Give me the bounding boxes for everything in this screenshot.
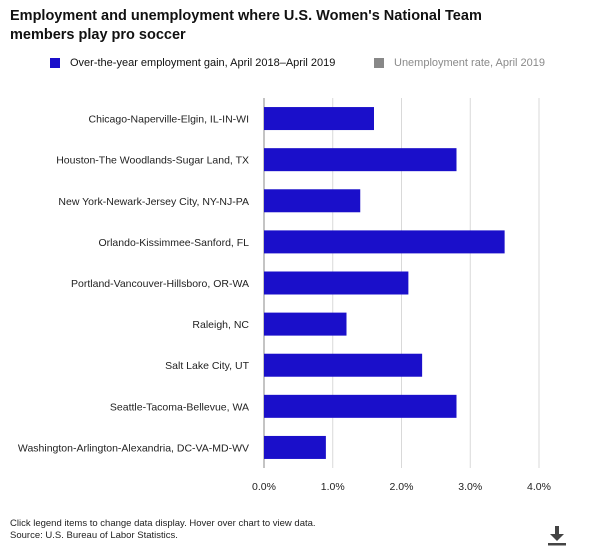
legend-swatch-employment-gain — [50, 58, 60, 68]
category-label: Houston-The Woodlands-Sugar Land, TX — [56, 155, 249, 167]
x-tick-label: 0.0% — [252, 481, 276, 493]
bar[interactable] — [264, 271, 409, 295]
bar[interactable] — [264, 435, 326, 459]
bar[interactable] — [264, 312, 347, 336]
x-tick-label: 4.0% — [527, 481, 551, 493]
category-label: Orlando-Kissimmee-Sanford, FL — [98, 237, 249, 249]
chart-title: Employment and unemployment where U.S. W… — [10, 7, 530, 45]
bar[interactable] — [264, 148, 457, 172]
chart-title-line-1: Employment and unemployment where U.S. W… — [10, 8, 482, 24]
footnote: Click legend items to change data displa… — [10, 518, 316, 542]
bar[interactable] — [264, 189, 361, 213]
category-label: Salt Lake City, UT — [165, 360, 249, 372]
download-icon — [548, 526, 566, 546]
chart-title-line-2: members play pro soccer — [10, 27, 186, 43]
footnote-source: Source: U.S. Bureau of Labor Statistics. — [10, 530, 178, 541]
bar-chart[interactable]: 0.0% 1.0% 2.0% 3.0% 4.0% Chicago-Naperville-E… — [0, 90, 590, 500]
legend-swatch-unemployment-rate — [374, 58, 384, 68]
category-label: Seattle-Tacoma-Bellevue, WA — [110, 401, 249, 413]
bar[interactable] — [264, 107, 374, 131]
legend-label-unemployment-rate: Unemployment rate, April 2019 — [394, 57, 546, 69]
x-tick-label: 2.0% — [390, 481, 414, 493]
bar[interactable] — [264, 230, 505, 254]
category-label: Washington-Arlington-Alexandria, DC-VA-M… — [18, 442, 249, 454]
legend-item-unemployment-rate[interactable]: Unemployment rate, April 2019 — [374, 57, 545, 69]
bar[interactable] — [264, 353, 423, 377]
legend: Over-the-year employment gain, April 201… — [0, 57, 590, 71]
category-label: New York-Newark-Jersey City, NY-NJ-PA — [58, 196, 249, 208]
category-label: Raleigh, NC — [192, 319, 249, 331]
category-label: Chicago-Naperville-Elgin, IL-IN-WI — [89, 114, 249, 126]
x-tick-label: 1.0% — [321, 481, 345, 493]
bar[interactable] — [264, 394, 457, 418]
legend-label-employment-gain: Over-the-year employment gain, April 201… — [70, 57, 336, 69]
legend-item-employment-gain[interactable]: Over-the-year employment gain, April 201… — [50, 57, 335, 69]
footnote-instructions: Click legend items to change data displa… — [10, 518, 316, 529]
category-label: Portland-Vancouver-Hillsboro, OR-WA — [71, 278, 249, 290]
download-button[interactable] — [546, 524, 568, 546]
x-tick-label: 3.0% — [458, 481, 482, 493]
